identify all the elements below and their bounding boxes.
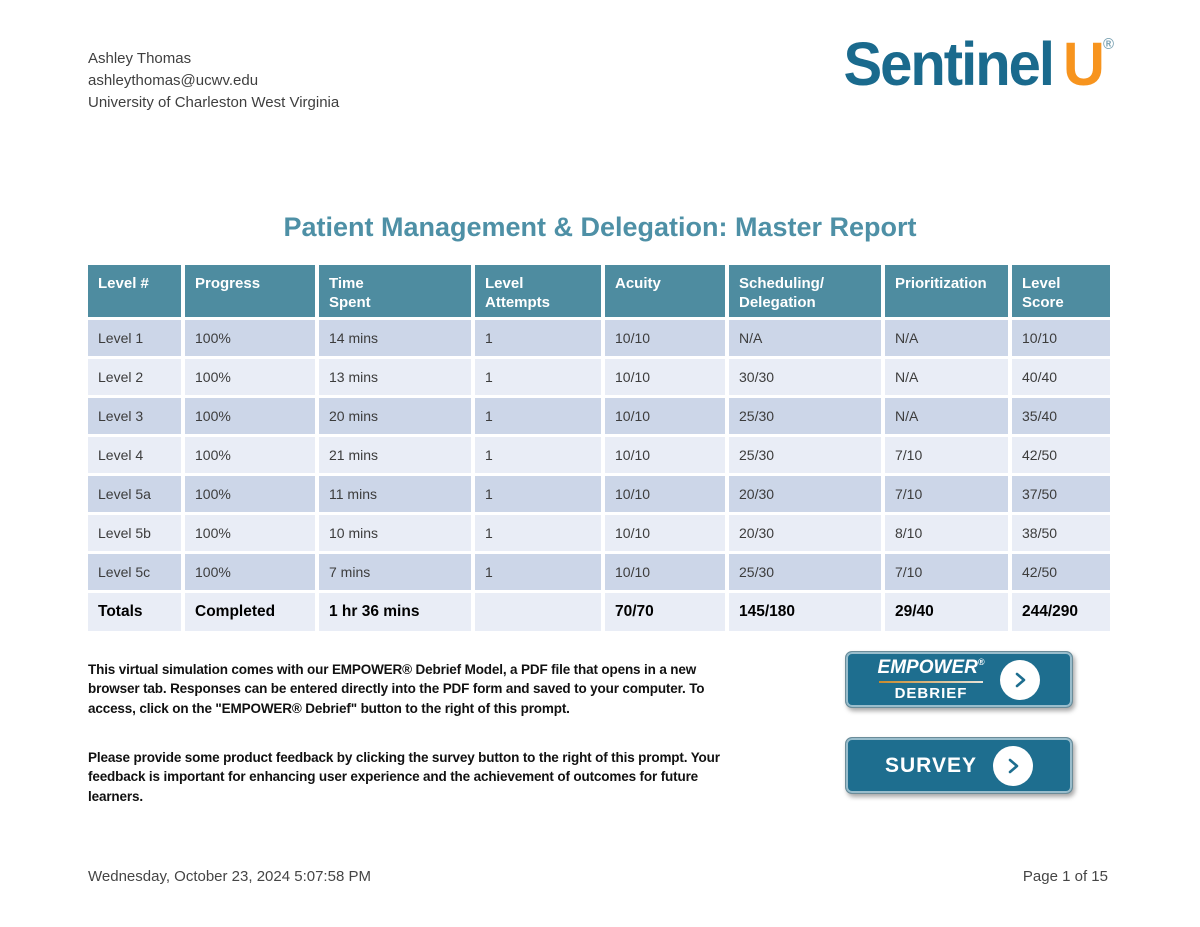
table-cell: 100% bbox=[185, 320, 315, 356]
table-cell: 10/10 bbox=[605, 476, 725, 512]
table-cell: 10 mins bbox=[319, 515, 471, 551]
column-header: Level Attempts bbox=[475, 265, 601, 317]
table-cell: N/A bbox=[885, 398, 1008, 434]
table-cell: 10/10 bbox=[605, 359, 725, 395]
table-cell: 10/10 bbox=[605, 437, 725, 473]
table-cell: 10/10 bbox=[605, 515, 725, 551]
table-cell: 21 mins bbox=[319, 437, 471, 473]
chevron-right-icon bbox=[1000, 659, 1041, 700]
column-header: Time Spent bbox=[319, 265, 471, 317]
table-cell: 100% bbox=[185, 476, 315, 512]
column-header: Acuity bbox=[605, 265, 725, 317]
sentinel-u-logo: Sentinel U® bbox=[843, 34, 1114, 95]
registered-mark: ® bbox=[1102, 35, 1114, 54]
user-institution: University of Charleston West Virginia bbox=[88, 94, 340, 111]
totals-cell: 244/290 bbox=[1012, 593, 1110, 631]
table-cell: 11 mins bbox=[319, 476, 471, 512]
table-cell: 10/10 bbox=[605, 398, 725, 434]
table-cell: Level 4 bbox=[88, 437, 181, 473]
table-cell: 7 mins bbox=[319, 554, 471, 590]
table-cell: Level 3 bbox=[88, 398, 181, 434]
footer-page-number: Page 1 of 15 bbox=[1022, 868, 1108, 885]
totals-cell: 145/180 bbox=[729, 593, 881, 631]
table-cell: 20/30 bbox=[729, 476, 881, 512]
column-header: Prioritization bbox=[885, 265, 1008, 317]
table-cell: 38/50 bbox=[1012, 515, 1110, 551]
table-cell: Level 2 bbox=[88, 359, 181, 395]
table-cell: 1 bbox=[475, 554, 601, 590]
table-cell: 30/30 bbox=[729, 359, 881, 395]
table-cell: Level 5a bbox=[88, 476, 181, 512]
table-cell: 20/30 bbox=[729, 515, 881, 551]
table-cell: Level 5b bbox=[88, 515, 181, 551]
user-name: Ashley Thomas bbox=[88, 50, 192, 67]
page-title: Patient Management & Delegation: Master … bbox=[283, 212, 917, 242]
logo-letter-u: U bbox=[1063, 30, 1105, 99]
totals-cell: 70/70 bbox=[605, 593, 725, 631]
survey-button[interactable]: SURVEY bbox=[845, 737, 1073, 794]
empower-debrief-label: EMPOWER® DEBRIEF bbox=[877, 657, 985, 702]
table-cell: N/A bbox=[885, 320, 1008, 356]
table-cell: 100% bbox=[185, 359, 315, 395]
totals-cell: Totals bbox=[88, 593, 181, 631]
debrief-note: This virtual simulation comes with our E… bbox=[88, 661, 705, 716]
table-cell: 1 bbox=[475, 437, 601, 473]
empower-underline bbox=[878, 681, 983, 683]
table-cell: 14 mins bbox=[319, 320, 471, 356]
table-cell: 35/40 bbox=[1012, 398, 1110, 434]
logo-word: Sentinel bbox=[843, 30, 1055, 99]
table-cell: Level 1 bbox=[88, 320, 181, 356]
user-info: Ashley Thomas ashleythomas@ucwv.edu Univ… bbox=[88, 48, 339, 114]
table-cell: 25/30 bbox=[729, 437, 881, 473]
table-cell: 1 bbox=[475, 398, 601, 434]
totals-cell: 29/40 bbox=[885, 593, 1008, 631]
results-table: Level # Progress Time Spent Level Attempts A… bbox=[88, 265, 1110, 631]
table-cell: 7/10 bbox=[885, 554, 1008, 590]
column-header: Progress bbox=[185, 265, 315, 317]
table-cell: 37/50 bbox=[1012, 476, 1110, 512]
table-cell: 8/10 bbox=[885, 515, 1008, 551]
empower-debrief-button[interactable]: EMPOWER® DEBRIEF bbox=[845, 651, 1073, 708]
table-cell: 1 bbox=[475, 359, 601, 395]
table-cell: 10/10 bbox=[605, 554, 725, 590]
chevron-right-icon bbox=[992, 745, 1033, 786]
table-cell: 42/50 bbox=[1012, 437, 1110, 473]
column-header: Scheduling/ Delegation bbox=[729, 265, 881, 317]
table-cell: 7/10 bbox=[885, 476, 1008, 512]
column-header: Level # bbox=[88, 265, 181, 317]
table-cell: 1 bbox=[475, 476, 601, 512]
totals-cell: Completed bbox=[185, 593, 315, 631]
table-cell: 7/10 bbox=[885, 437, 1008, 473]
table-cell: 42/50 bbox=[1012, 554, 1110, 590]
table-cell: N/A bbox=[729, 320, 881, 356]
table-cell: 13 mins bbox=[319, 359, 471, 395]
table-cell: N/A bbox=[885, 359, 1008, 395]
table-cell: 100% bbox=[185, 515, 315, 551]
table-cell: 40/40 bbox=[1012, 359, 1110, 395]
totals-cell bbox=[475, 593, 601, 631]
table-cell: 10/10 bbox=[1012, 320, 1110, 356]
survey-label: SURVEY bbox=[885, 753, 977, 777]
survey-note: Please provide some product feedback by … bbox=[88, 749, 720, 804]
table-cell: 10/10 bbox=[605, 320, 725, 356]
table-cell: 100% bbox=[185, 398, 315, 434]
table-cell: 100% bbox=[185, 554, 315, 590]
table-cell: 20 mins bbox=[319, 398, 471, 434]
table-cell: 25/30 bbox=[729, 554, 881, 590]
registered-mark: ® bbox=[977, 657, 985, 667]
user-email: ashleythomas@ucwv.edu bbox=[88, 72, 259, 89]
table-cell: Level 5c bbox=[88, 554, 181, 590]
table-cell: 1 bbox=[475, 320, 601, 356]
totals-cell: 1 hr 36 mins bbox=[319, 593, 471, 631]
table-cell: 1 bbox=[475, 515, 601, 551]
footer-timestamp: Wednesday, October 23, 2024 5:07:58 PM bbox=[88, 868, 371, 885]
table-cell: 100% bbox=[185, 437, 315, 473]
table-cell: 25/30 bbox=[729, 398, 881, 434]
column-header: Level Score bbox=[1012, 265, 1110, 317]
